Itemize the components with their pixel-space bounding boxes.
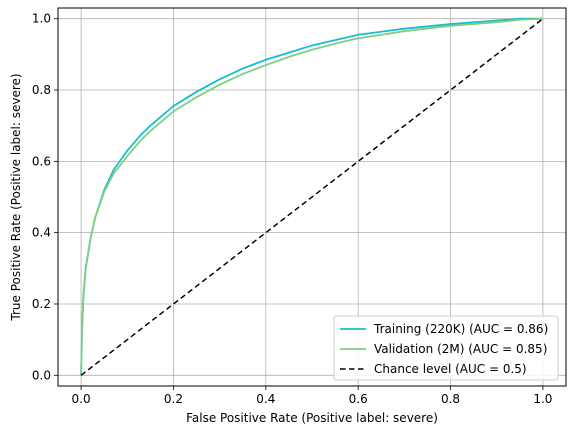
legend: Training (220K) (AUC = 0.86) Validation (… [333, 315, 559, 381]
legend-label: Validation (2M) (AUC = 0.85) [374, 342, 547, 356]
x-tick-label: 0.4 [256, 392, 275, 406]
y-axis-label: True Positive Rate (Positive label: seve… [9, 73, 23, 321]
series-line-1 [80, 17, 543, 376]
grid [58, 8, 566, 386]
x-axis-label: False Positive Rate (Positive label: sev… [186, 411, 438, 425]
legend-label: Training (220K) (AUC = 0.86) [373, 322, 548, 336]
y-tick-label: 0.0 [32, 368, 51, 382]
legend-box [333, 315, 559, 381]
y-tick-label: 0.6 [32, 154, 51, 168]
x-tick-label: 0.2 [164, 392, 183, 406]
y-tick-label: 0.8 [32, 83, 51, 97]
y-tick-label: 1.0 [32, 12, 51, 26]
y-tick-label: 0.2 [32, 297, 51, 311]
axis-ticks: 0.0 0.2 0.4 0.6 0.8 1.0 0.0 0.2 0.4 0.6 0.8 1.0 [32, 12, 553, 406]
x-tick-label: 0.0 [72, 392, 91, 406]
series-lines [80, 17, 544, 376]
series-line-2 [80, 18, 544, 376]
x-tick-label: 1.0 [533, 392, 552, 406]
plot-frame [57, 7, 567, 387]
y-tick-label: 0.4 [32, 226, 51, 240]
legend-label: Chance level (AUC = 0.5) [374, 362, 527, 376]
x-tick-label: 0.6 [349, 392, 368, 406]
x-tick-label: 0.8 [441, 392, 460, 406]
